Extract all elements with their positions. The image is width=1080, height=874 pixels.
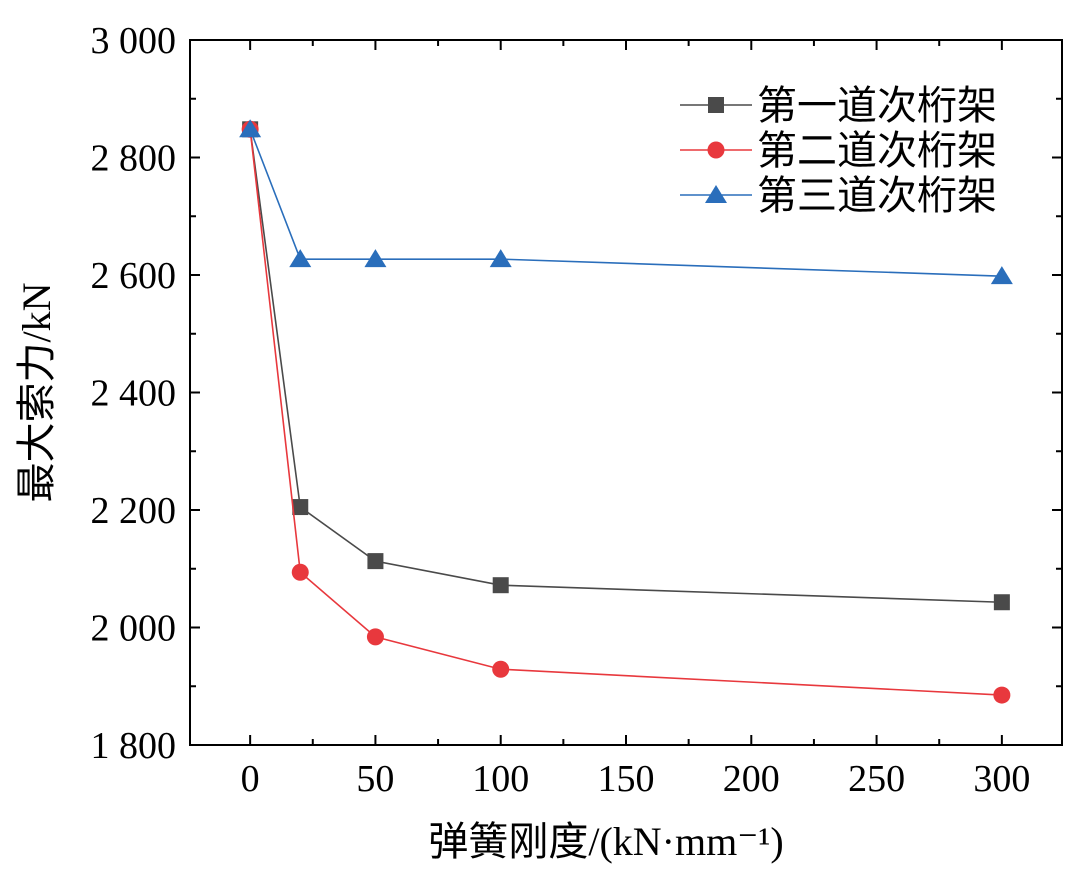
data-point-series-3: [364, 249, 387, 268]
data-point-series-3: [489, 249, 512, 268]
data-point-series-2: [993, 686, 1011, 704]
legend-label-2: 第二道次桁架: [757, 128, 997, 173]
legend-marker-2: [707, 141, 725, 159]
legend-marker-3: [705, 185, 727, 203]
x-tick-label: 100: [472, 758, 529, 800]
x-tick-label: 300: [973, 758, 1030, 800]
y-tick-label: 2 600: [91, 255, 177, 297]
y-tick-label: 2 800: [91, 138, 177, 180]
x-tick-label: 150: [598, 758, 655, 800]
x-tick-label: 200: [723, 758, 780, 800]
data-point-series-1: [492, 577, 509, 594]
data-point-series-1: [292, 499, 309, 516]
data-point-series-3: [289, 249, 312, 268]
data-point-series-2: [291, 563, 309, 581]
y-axis-label: 最大索力/kN: [14, 283, 59, 503]
data-point-series-2: [492, 660, 510, 678]
data-point-series-3: [990, 266, 1013, 285]
x-axis-label: 弹簧刚度/(kN·mm⁻¹): [428, 819, 783, 864]
legend-marker-1: [708, 97, 724, 113]
x-tick-label: 0: [241, 758, 260, 800]
x-tick-label: 250: [848, 758, 905, 800]
data-point-series-3: [239, 119, 262, 138]
y-tick-label: 3 000: [91, 20, 177, 62]
y-tick-label: 2 000: [91, 608, 177, 650]
legend-label-1: 第一道次桁架: [757, 83, 997, 128]
y-tick-label: 2 400: [91, 373, 177, 415]
data-point-series-2: [366, 628, 384, 646]
y-tick-label: 2 200: [91, 490, 177, 532]
data-point-series-1: [993, 594, 1010, 611]
y-tick-label: 1 800: [91, 725, 177, 767]
data-point-series-1: [367, 553, 384, 570]
x-tick-label: 50: [356, 758, 394, 800]
legend-label-3: 第三道次桁架: [757, 173, 997, 218]
